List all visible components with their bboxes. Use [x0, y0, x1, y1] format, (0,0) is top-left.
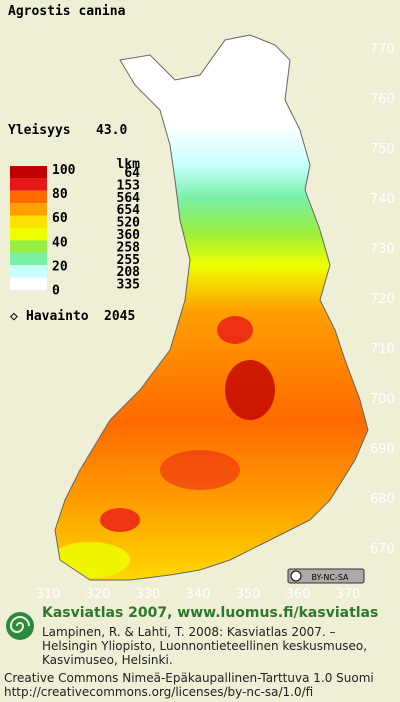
scale-label: 80	[52, 187, 68, 202]
observations-label: Havainto	[26, 309, 89, 324]
x-tick-label: 340	[186, 587, 211, 602]
legend-count: 564	[117, 191, 141, 206]
citation-line: Helsingin Yliopisto, Luonnontieteellinen…	[42, 639, 367, 653]
y-tick-label: 720	[370, 292, 395, 307]
logo	[6, 612, 34, 640]
count-header: lkm	[117, 157, 141, 172]
legend-swatch	[10, 228, 47, 241]
scale-label: 100	[52, 163, 76, 178]
legend-swatch	[10, 277, 47, 290]
frequency-label: Yleisyys	[8, 123, 71, 138]
legend-swatch	[10, 215, 47, 228]
scale-label: 40	[52, 235, 68, 250]
map	[55, 35, 368, 580]
legend-swatch	[10, 240, 47, 253]
y-tick-label: 710	[370, 342, 395, 357]
legend-count: 64	[124, 166, 140, 181]
y-tick-label: 680	[370, 492, 395, 507]
observation-symbol: ◇	[10, 309, 18, 324]
y-tick-label: 700	[370, 392, 395, 407]
x-tick-label: 320	[86, 587, 111, 602]
license-badge: BY-NC-SA	[287, 568, 365, 584]
scale-label: 20	[52, 259, 68, 274]
legend-swatch	[10, 265, 47, 278]
title: Agrostis canina	[8, 4, 126, 19]
y-tick-label: 760	[370, 92, 395, 107]
license-line: http://creativecommons.org/licenses/by-n…	[4, 685, 313, 699]
legend-count: 335	[117, 278, 140, 293]
license-line: Creative Commons Nimeä-Epäkaupallinen-Ta…	[4, 671, 374, 685]
y-tick-label: 670	[370, 542, 395, 557]
y-tick-label: 750	[370, 142, 395, 157]
legend-swatch	[10, 166, 47, 179]
legend-count: 208	[117, 265, 141, 280]
legend-swatch	[10, 252, 47, 266]
x-tick-label: 370	[336, 587, 361, 602]
frequency-value: 43.0	[96, 123, 127, 138]
legend-count: 520	[117, 216, 141, 231]
legend-count: 360	[117, 228, 141, 243]
y-tick-label: 730	[370, 242, 395, 257]
badge-text: BY-NC-SA	[311, 573, 349, 582]
scale-label: 0	[52, 284, 60, 299]
y-tick-label: 770	[370, 42, 395, 57]
x-tick-label: 360	[286, 587, 311, 602]
x-tick-label: 330	[136, 587, 161, 602]
observations-value: 2045	[104, 309, 135, 324]
citation-line: Kasvimuseo, Helsinki.	[42, 653, 173, 667]
y-tick-label: 690	[370, 442, 395, 457]
legend-count: 654	[117, 203, 141, 218]
legend-count: 153	[117, 178, 140, 193]
legend-count: 258	[117, 240, 141, 255]
scale-label: 60	[52, 211, 68, 226]
legend-swatch	[10, 190, 47, 204]
legend-swatch	[10, 178, 47, 191]
legend-count: 255	[117, 253, 140, 268]
x-tick-label: 310	[36, 587, 61, 602]
x-tick-label: 350	[236, 587, 261, 602]
footer-heading: Kasviatlas 2007, www.luomus.fi/kasviatla…	[42, 605, 378, 621]
legend-swatch	[10, 203, 47, 216]
citation-line: Lampinen, R. & Lahti, T. 2008: Kasviatla…	[42, 625, 336, 639]
y-tick-label: 740	[370, 192, 395, 207]
